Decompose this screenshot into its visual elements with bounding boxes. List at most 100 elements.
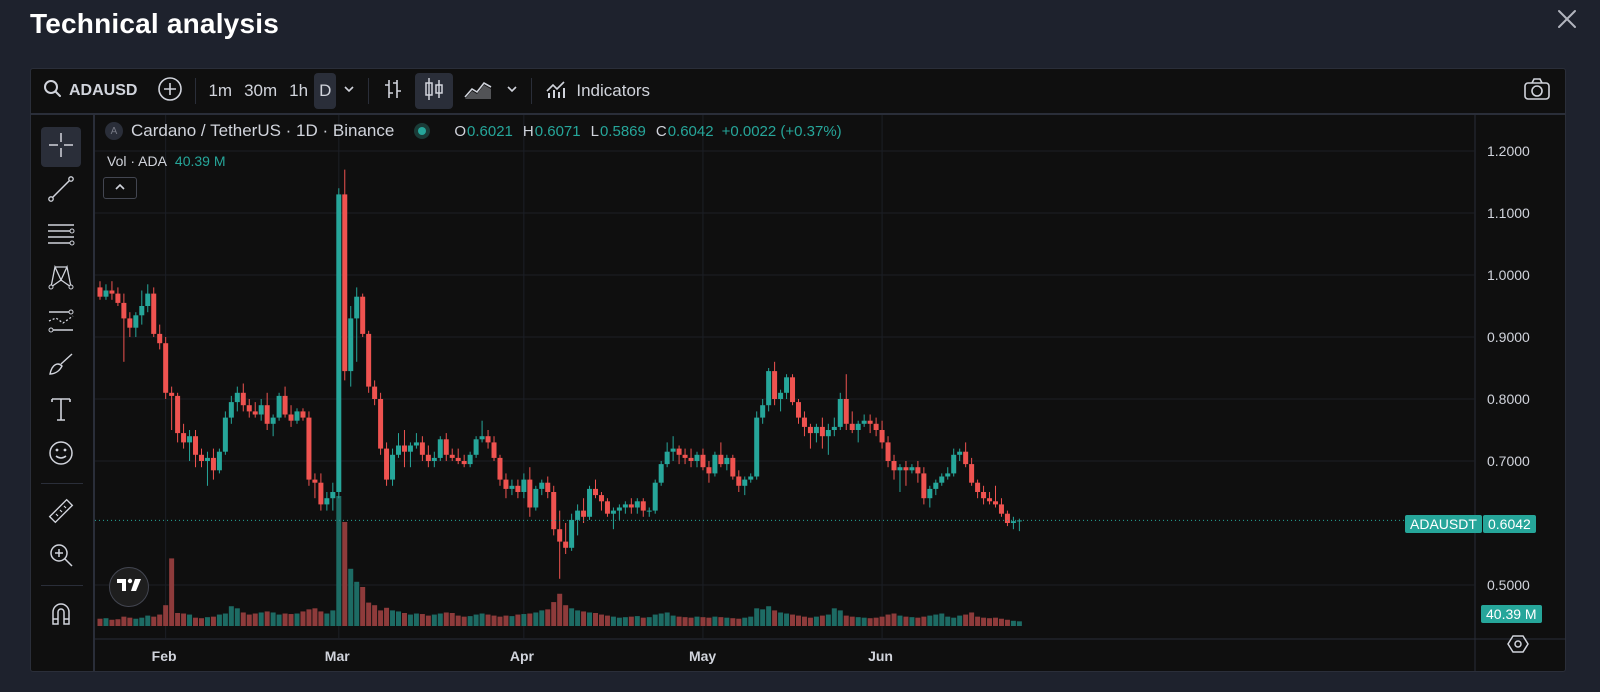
candle-body [957,451,963,455]
candle-body [748,476,754,480]
measure-tool[interactable] [41,493,81,533]
interval-30m[interactable]: 30m [244,81,278,100]
screenshot-button[interactable] [1517,73,1557,109]
volume-bar [354,581,360,626]
brush-tool[interactable] [41,347,81,387]
volume-bar [760,609,766,626]
volume-bar [97,618,103,626]
candle-body [909,467,915,471]
gear-icon [1507,635,1529,659]
candle-body [258,405,264,415]
candle-body [676,448,682,455]
volume-bar [825,614,831,626]
interval-d[interactable]: D [314,73,337,109]
close-value: 0.6042 [667,122,714,140]
candle-body [390,454,396,480]
crosshair-tool[interactable] [41,127,81,167]
close-icon[interactable] [1556,8,1578,30]
volume-bar [533,612,539,626]
candle-body [396,445,401,455]
candle-body [163,343,169,393]
candle-body [825,430,831,437]
volume-bar [336,496,342,626]
candle-body [569,519,575,548]
candle-body [372,386,378,399]
candle-body [97,287,103,297]
candle-body [103,290,109,297]
x-tick-label: Mar [325,648,350,664]
candle-body [270,417,276,424]
area-style-button[interactable] [457,73,499,109]
volume-bar [515,614,521,626]
volume-bar [843,615,849,626]
volume-bar [204,617,210,626]
volume-bar [461,616,467,626]
volume-bar [837,610,843,626]
volume-bar [969,612,975,626]
text-tool[interactable] [41,391,81,431]
candle-body [234,392,240,403]
candle-body [987,498,993,502]
interval-1h[interactable]: 1h [289,81,309,100]
candles-style-button[interactable] [415,73,454,109]
compare-symbol-button[interactable] [151,73,189,109]
candle-body [634,501,640,508]
candle-body [801,417,807,427]
volume-bar [145,615,151,626]
price-chart[interactable]: 1.2000 1.1000 1.0000 0.9000 0.8000 0.7000 0.50… [95,115,1565,671]
volume-bar [133,618,139,626]
emoji-tool[interactable] [41,435,81,475]
candle-body [563,541,569,548]
candle-body [288,414,294,421]
volume-bar [151,616,157,626]
text-icon [46,394,76,429]
tradingview-logo[interactable] [109,567,149,607]
candle-body [742,479,748,486]
candle-body [670,448,676,452]
candle-body [766,371,772,406]
candle-body [927,488,933,499]
candle-body [557,529,563,542]
interval-dropdown-button[interactable] [336,73,362,109]
volume-bar [981,617,987,626]
candle-body [993,501,998,505]
symbol-search-button[interactable]: ADAUSD [37,73,143,109]
candle-body [604,501,610,514]
volume-bar [724,617,730,626]
forecast-tool[interactable] [41,303,81,343]
volume-bar [324,613,330,626]
volume-label: Vol · ADA [107,153,167,169]
volume-bar [957,615,963,626]
volume-bar [831,608,837,626]
chart-pane[interactable]: 1.2000 1.1000 1.0000 0.9000 0.8000 0.7000 0.50… [95,115,1565,671]
volume-bar [121,616,127,626]
interval-1m[interactable]: 1m [208,81,233,100]
magnet-tool[interactable] [41,595,81,635]
chart-type-dropdown-button[interactable] [499,73,525,109]
pattern-tool[interactable] [41,259,81,299]
indicators-button[interactable]: Indicators [538,73,656,109]
volume-bar [246,614,252,626]
zoom-tool[interactable] [41,537,81,577]
candle-body [813,426,819,434]
volume-bar [294,613,300,626]
volume-bar [855,617,861,626]
trend-line-tool[interactable] [41,171,81,211]
volume-bar [730,618,736,626]
volume-bar [551,602,557,626]
bars-style-button[interactable] [375,73,411,109]
y-tick-label: 0.8000 [1487,391,1530,407]
volume-bar [419,614,425,626]
collapse-legend-button[interactable] [103,177,137,199]
candle-body [133,315,139,328]
volume-bar [921,616,927,626]
plus-circle-icon [157,76,183,107]
horizontal-lines-tool[interactable] [41,215,81,255]
candle-body [300,411,306,418]
candle-body [837,399,843,427]
area-chart-icon [463,77,493,106]
volume-bar [742,617,748,626]
chart-settings-button[interactable] [1507,633,1529,655]
candle-body [539,482,545,489]
candle-body [121,302,127,319]
